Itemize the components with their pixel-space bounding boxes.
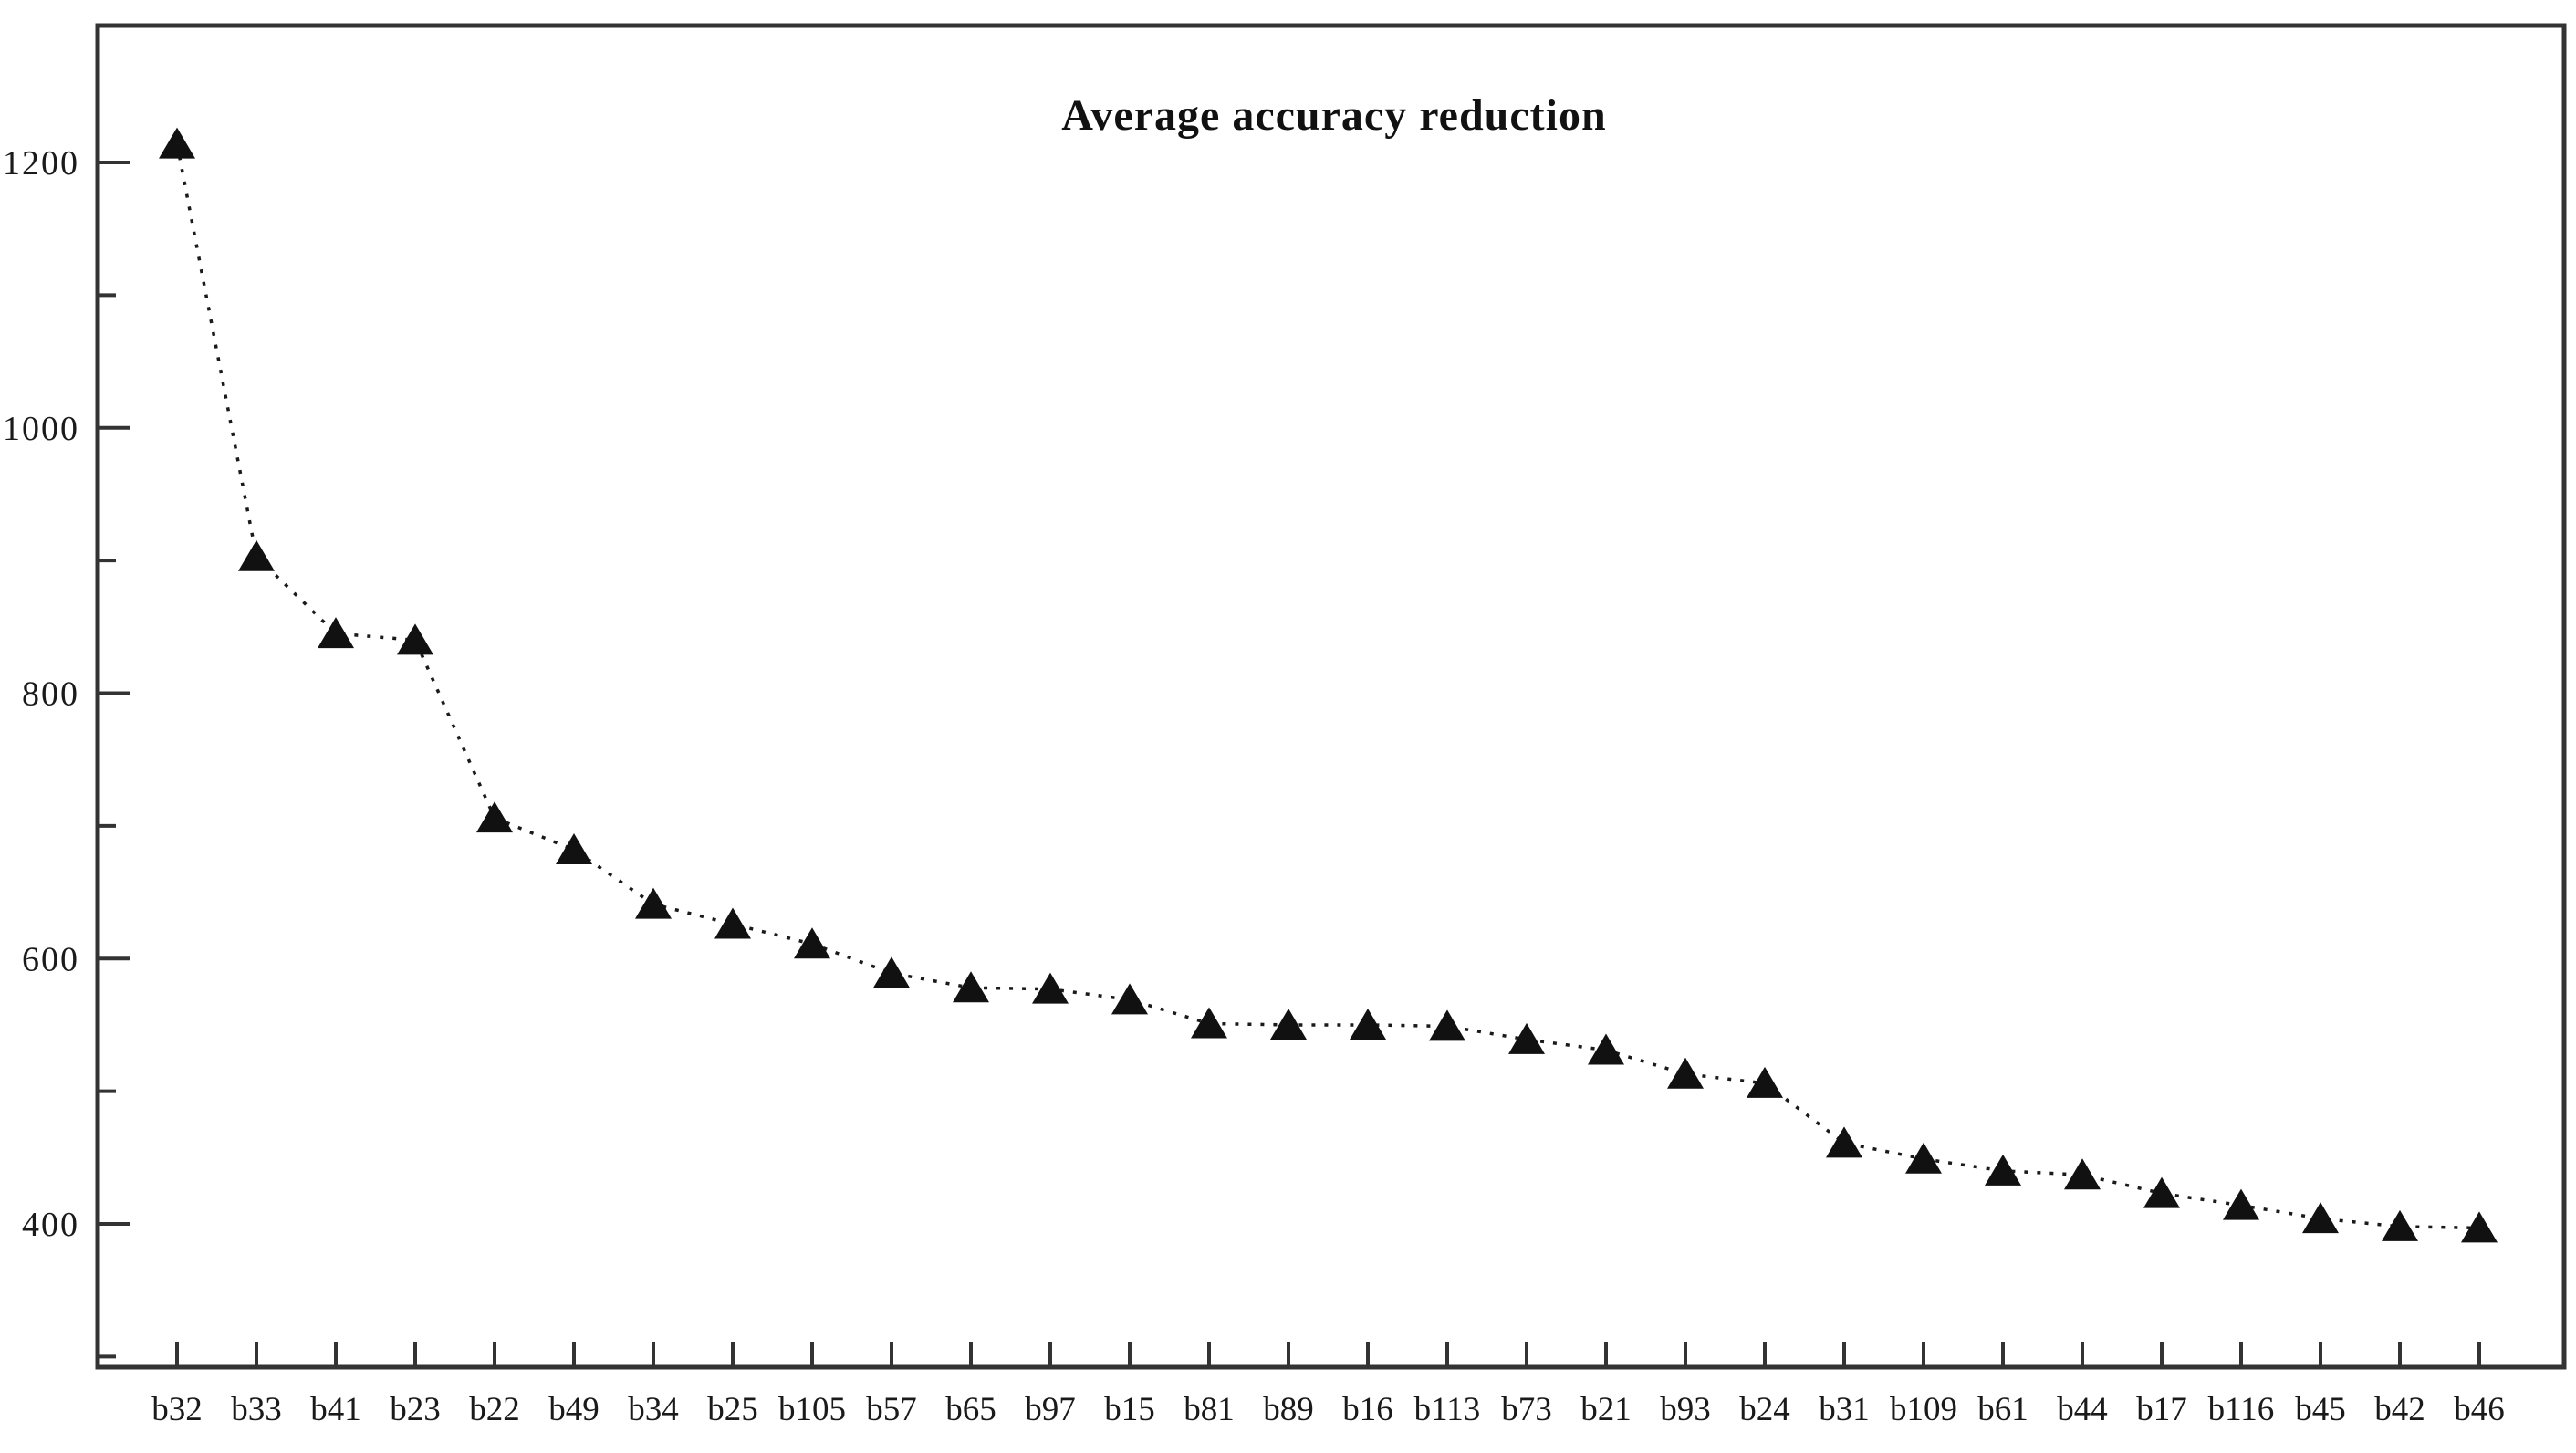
data-point-marker — [556, 833, 592, 865]
y-axis-ticks — [98, 161, 130, 1359]
data-point-marker — [1826, 1126, 1862, 1158]
y-tick-label: 800 — [22, 675, 79, 714]
y-tick-label: 1200 — [3, 144, 79, 183]
data-point-marker — [159, 127, 195, 159]
data-point-marker — [397, 623, 433, 655]
x-category-label: b23 — [390, 1391, 441, 1428]
x-category-label: b44 — [2057, 1391, 2108, 1428]
chart-title: Average accuracy reduction — [1061, 91, 1606, 140]
data-point-marker — [1270, 1008, 1307, 1040]
plot-border — [95, 23, 2567, 1370]
x-category-label: b33 — [231, 1391, 282, 1428]
x-category-label: b17 — [2136, 1391, 2187, 1428]
x-category-label: b32 — [151, 1391, 203, 1428]
x-category-label: b65 — [945, 1391, 996, 1428]
data-point-marker — [1429, 1009, 1465, 1041]
x-category-label: b49 — [548, 1391, 600, 1428]
data-point-marker — [2302, 1202, 2339, 1234]
y-tick-label: 600 — [22, 940, 79, 978]
x-category-label: b89 — [1263, 1391, 1314, 1428]
data-point-marker — [2064, 1158, 2101, 1190]
y-tick-label: 1000 — [3, 410, 79, 448]
x-category-label: b105 — [778, 1391, 846, 1428]
x-category-label: b113 — [1414, 1391, 1481, 1428]
data-point-marker — [714, 907, 751, 939]
x-category-label: b41 — [310, 1391, 361, 1428]
data-point-marker — [1747, 1066, 1783, 1098]
series-line — [175, 143, 2480, 1230]
data-point-marker — [1508, 1022, 1545, 1054]
data-point-marker — [2382, 1209, 2418, 1241]
data-point-marker — [238, 539, 275, 571]
data-point-marker — [794, 927, 830, 959]
x-category-label: b57 — [866, 1391, 917, 1428]
data-point-marker — [318, 617, 354, 649]
data-series — [159, 127, 2498, 1243]
x-category-label: b31 — [1819, 1391, 1870, 1428]
data-point-marker — [1350, 1008, 1386, 1040]
data-point-marker — [1667, 1057, 1704, 1089]
data-point-marker — [635, 887, 672, 919]
y-tick-label: 400 — [22, 1206, 79, 1244]
data-point-marker — [873, 956, 910, 988]
x-axis-labels: b32 b33 b41 b23 b22 b49 b34 b25 b105 b57 b65 b97 b15… — [151, 1391, 2505, 1428]
data-point-marker — [1111, 983, 1148, 1015]
data-point-marker — [1032, 972, 1069, 1004]
x-category-label: b34 — [628, 1391, 679, 1428]
x-category-label: b42 — [2374, 1391, 2425, 1428]
x-category-label: b25 — [707, 1391, 758, 1428]
data-point-marker — [1588, 1033, 1624, 1065]
data-point-marker — [476, 801, 513, 833]
x-category-label: b16 — [1342, 1391, 1393, 1428]
data-point-marker — [2223, 1188, 2259, 1220]
data-point-marker — [1985, 1154, 2021, 1186]
x-category-label: b22 — [469, 1391, 520, 1428]
x-category-label: b97 — [1025, 1391, 1076, 1428]
x-category-label: b21 — [1580, 1391, 1632, 1428]
x-category-label: b116 — [2208, 1391, 2275, 1428]
x-category-label: b81 — [1184, 1391, 1235, 1428]
x-category-label: b45 — [2295, 1391, 2346, 1428]
x-axis-ticks — [175, 1342, 2481, 1367]
x-category-label: b93 — [1660, 1391, 1711, 1428]
x-category-label: b24 — [1739, 1391, 1790, 1428]
data-point-marker — [2143, 1176, 2180, 1208]
x-category-label: b46 — [2454, 1391, 2505, 1428]
data-point-marker — [1191, 1007, 1227, 1039]
data-point-marker — [2461, 1211, 2498, 1243]
x-category-label: b61 — [1977, 1391, 2028, 1428]
y-axis-labels: 400 600 800 1000 1200 — [3, 144, 79, 1244]
plot-frame — [95, 23, 2567, 1370]
x-category-label: b73 — [1501, 1391, 1552, 1428]
x-category-label: b15 — [1104, 1391, 1155, 1428]
data-point-marker — [1905, 1142, 1942, 1174]
data-point-marker — [953, 971, 989, 1003]
x-category-label: b109 — [1890, 1391, 1957, 1428]
